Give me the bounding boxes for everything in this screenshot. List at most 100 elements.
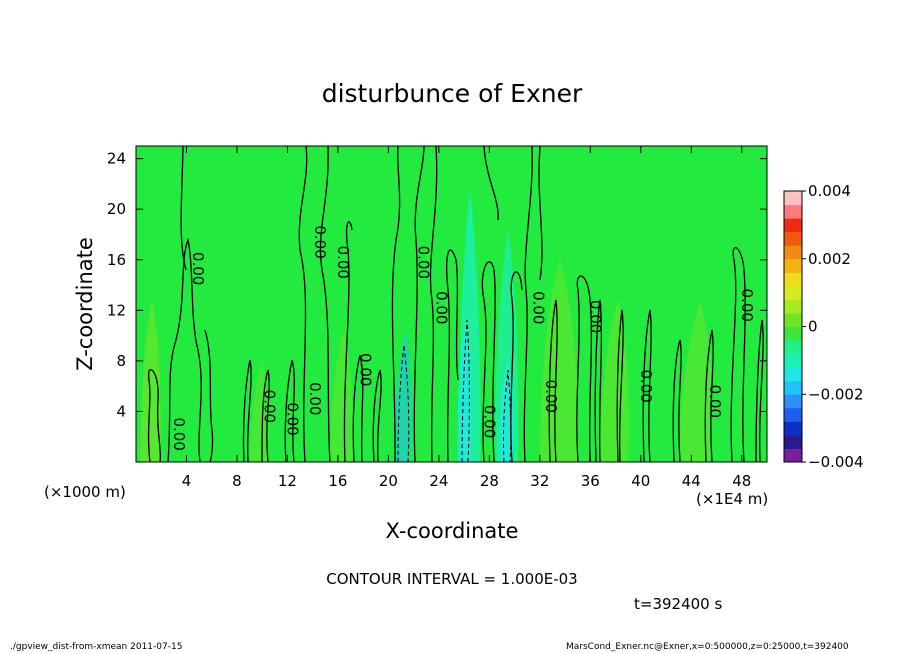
contour-label: 0.00 bbox=[738, 289, 756, 322]
negative-contour-line bbox=[461, 319, 470, 462]
colorbar-bin bbox=[784, 245, 802, 260]
contour-line bbox=[483, 146, 499, 221]
colorbar-bin bbox=[784, 380, 802, 395]
footer-left: ./gpview_dist-from-xmean 2011-07-15 bbox=[10, 642, 183, 652]
contour-label: 0.00 bbox=[415, 246, 433, 279]
yellow-patch-5 bbox=[330, 330, 353, 462]
x-tick-label: 36 bbox=[581, 472, 600, 490]
contour-line bbox=[147, 368, 162, 462]
negative-contours bbox=[397, 319, 512, 462]
contour-line bbox=[730, 247, 746, 462]
x-tick-label: 48 bbox=[732, 472, 751, 490]
yellow-patch-6 bbox=[250, 360, 269, 462]
contour-line bbox=[352, 354, 364, 462]
colorbar-bin bbox=[784, 448, 802, 463]
x-tick-label: 40 bbox=[631, 472, 650, 490]
colorbar-bin bbox=[784, 434, 802, 449]
contour-line bbox=[391, 146, 401, 462]
cyan-core-3 bbox=[499, 360, 514, 462]
contour-line bbox=[538, 146, 543, 281]
contour-line bbox=[372, 369, 382, 462]
time-stamp: t=392400 s bbox=[634, 595, 722, 613]
contour-line bbox=[755, 319, 764, 462]
y-tick-label: 8 bbox=[116, 352, 126, 370]
contour-label: 0.00 bbox=[357, 353, 375, 386]
x-tick-label: 4 bbox=[182, 472, 192, 490]
contour-line bbox=[319, 146, 331, 462]
x-tick-label: 24 bbox=[429, 472, 448, 490]
contour-line bbox=[594, 299, 603, 462]
contour-interval: CONTOUR INTERVAL = 1.000E-03 bbox=[326, 570, 577, 588]
contour-line bbox=[298, 146, 308, 462]
x-tick-label: 12 bbox=[278, 472, 297, 490]
colorbar-bin bbox=[784, 326, 802, 341]
colorbar-bin bbox=[784, 353, 802, 368]
negative-contour-line bbox=[397, 344, 410, 462]
contour-label: 0.00 bbox=[706, 385, 724, 418]
yellow-patch-4 bbox=[679, 300, 712, 462]
x-tick-label: 32 bbox=[530, 472, 549, 490]
y-tick-label: 16 bbox=[107, 251, 126, 269]
y-tick-label: 24 bbox=[107, 150, 126, 168]
contour-line bbox=[429, 146, 438, 462]
x-tick-label: 20 bbox=[379, 472, 398, 490]
contour-line bbox=[180, 146, 187, 271]
contour-line bbox=[672, 339, 682, 462]
colorbar-bin bbox=[784, 272, 802, 287]
footer-right: MarsCond_Exner.nc@Exner,x=0:500000,z=0:2… bbox=[566, 642, 849, 652]
colorbar-label: −0.004 bbox=[808, 453, 864, 471]
contour-label: 0.00 bbox=[586, 300, 604, 333]
contour-line bbox=[523, 146, 533, 462]
x-tick-label: 28 bbox=[480, 472, 499, 490]
x-axis-ticks: 4 8 12 16 20 24 28 32 36 40 44 48 bbox=[182, 146, 751, 490]
heatmap-field bbox=[140, 190, 712, 462]
colorbar-label: 0 bbox=[808, 318, 818, 336]
x-tick-label: 16 bbox=[328, 472, 347, 490]
colorbar-label: 0.004 bbox=[808, 182, 851, 200]
x-axis-label: X-coordinate bbox=[386, 519, 519, 543]
contour-line bbox=[704, 329, 714, 462]
contour-label: 0.00 bbox=[261, 390, 279, 423]
contour-label: 0.00 bbox=[189, 252, 207, 285]
colorbar-bin bbox=[784, 218, 802, 233]
contour-line bbox=[481, 261, 496, 462]
contour-line bbox=[284, 359, 295, 462]
colorbar-bin bbox=[784, 312, 802, 327]
colorbar-bin bbox=[784, 191, 802, 206]
colorbar-bin bbox=[784, 407, 802, 422]
contour-line bbox=[548, 299, 558, 462]
plot-frame bbox=[135, 145, 768, 463]
x-tick-label: 8 bbox=[232, 472, 242, 490]
y-tick-label: 4 bbox=[116, 402, 126, 420]
x-tick-label: 44 bbox=[682, 472, 701, 490]
colorbar-labels: 0.004 0.002 0 −0.002 −0.004 bbox=[802, 182, 864, 471]
contour-line bbox=[642, 309, 652, 462]
contour-label: 0.00 bbox=[334, 246, 352, 279]
contour-label: 0.00 bbox=[432, 291, 450, 324]
chart-title: disturbunce of Exner bbox=[322, 79, 583, 108]
contour-lines bbox=[147, 146, 764, 462]
contour-line bbox=[204, 329, 214, 462]
contour-label: 0.00 bbox=[283, 402, 301, 435]
contour-line bbox=[167, 237, 202, 462]
y-tick-label: 12 bbox=[107, 301, 126, 319]
colorbar-bin bbox=[784, 204, 802, 219]
cyan-core-2 bbox=[457, 320, 472, 462]
contour-label: 0.00 bbox=[530, 291, 548, 324]
colorbar-bin bbox=[784, 421, 802, 436]
contour-label: 0.00 bbox=[542, 380, 560, 413]
x-unit-label: (×1000 m) bbox=[44, 483, 126, 501]
colorbar-label: 0.002 bbox=[808, 250, 851, 268]
colorbar-bin bbox=[784, 367, 802, 382]
colorbar-label: −0.002 bbox=[808, 385, 864, 403]
y-tick-label: 20 bbox=[107, 200, 126, 218]
contour-line bbox=[616, 309, 624, 462]
colorbar bbox=[784, 191, 802, 463]
colorbar-bin bbox=[784, 340, 802, 355]
yellow-patch-3 bbox=[600, 300, 629, 462]
colorbar-bin bbox=[784, 285, 802, 300]
contour-line bbox=[413, 146, 425, 462]
x-scale-label: (×1E4 m) bbox=[696, 490, 768, 508]
contour-line bbox=[510, 271, 523, 462]
